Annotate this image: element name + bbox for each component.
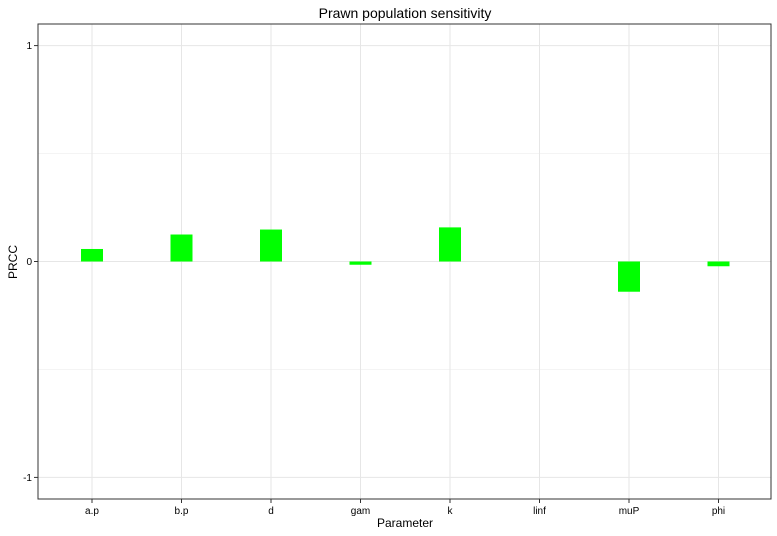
x-tick-label: k: [448, 506, 454, 517]
bar-muP: [618, 261, 640, 292]
y-axis-ticks: -1 0 1: [23, 41, 38, 484]
x-axis-title: Parameter: [377, 516, 433, 530]
x-axis-ticks: a.p b.p d gam k linf muP phi: [85, 499, 725, 517]
bar-gam: [349, 261, 372, 265]
x-tick-label: muP: [619, 506, 640, 517]
bar-b-p: [170, 234, 193, 262]
x-tick-label: d: [268, 506, 274, 517]
bars: [81, 227, 730, 292]
x-tick-label: b.p: [175, 506, 189, 517]
grid-lines: [38, 24, 771, 499]
y-axis-title: PRCC: [6, 245, 20, 279]
bar-a-p: [81, 248, 103, 262]
bar-d: [260, 229, 282, 262]
bar-k: [439, 227, 461, 262]
y-tick-label: -1: [23, 473, 32, 484]
x-tick-label: phi: [712, 506, 725, 517]
y-tick-label: 1: [26, 41, 32, 52]
bar-phi: [707, 261, 730, 267]
y-tick-label: 0: [26, 257, 32, 268]
x-tick-label: gam: [351, 506, 370, 517]
x-tick-label: linf: [533, 506, 546, 517]
x-tick-label: a.p: [85, 506, 99, 517]
chart-title: Prawn population sensitivity: [319, 5, 492, 21]
